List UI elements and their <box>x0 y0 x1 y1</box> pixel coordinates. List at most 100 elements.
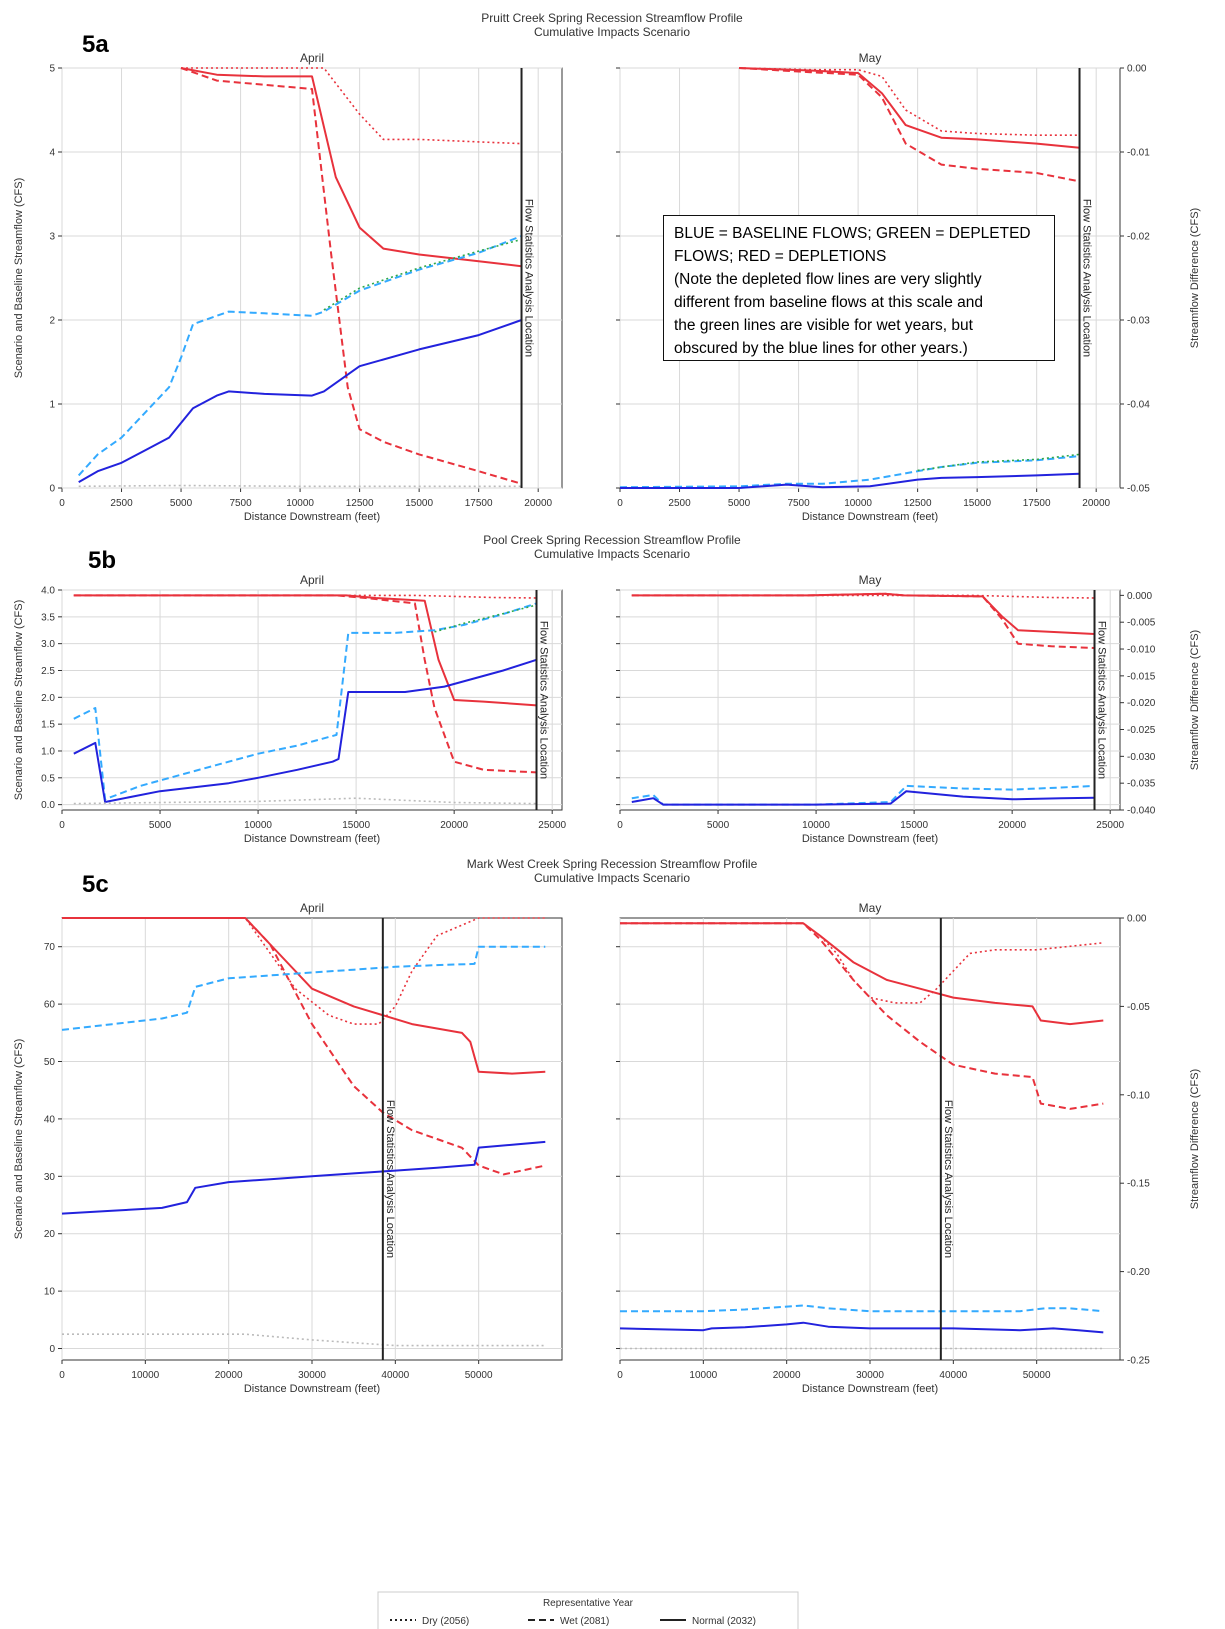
series-line <box>73 797 537 805</box>
x-tick-label: 10000 <box>131 1370 159 1381</box>
x-tick-label: 0 <box>617 820 623 831</box>
x-tick-label: 40000 <box>939 1370 967 1381</box>
y-tick-label: 3 <box>49 232 55 243</box>
legend-box <box>377 1591 799 1629</box>
x-tick-label: 30000 <box>298 1370 326 1381</box>
panel-month-title: May <box>859 51 882 65</box>
series-line <box>631 592 1095 649</box>
series-line <box>738 67 1080 149</box>
x-tick-label: 10000 <box>689 1370 717 1381</box>
x-tick-label: 15000 <box>405 498 433 509</box>
figure-subtitle: Cumulative Impacts Scenario <box>534 871 690 885</box>
y-axis-label-right: Streamflow Difference (CFS) <box>1189 208 1201 348</box>
y-tick-label: 2 <box>49 316 55 327</box>
series-line <box>181 67 522 145</box>
x-tick-label: 10000 <box>244 820 272 831</box>
x-tick-label: 50000 <box>465 1370 493 1381</box>
x-tick-label: 7500 <box>787 498 810 509</box>
y-axis-label-left: Scenario and Baseline Streamflow (CFS) <box>13 1039 25 1240</box>
y-axis-label-left: Scenario and Baseline Streamflow (CFS) <box>13 600 25 801</box>
series-line <box>620 1304 1104 1313</box>
analysis-location-label: Flow Statistics Analysis Location <box>538 621 550 779</box>
figure-subtitle: Cumulative Impacts Scenario <box>534 25 690 39</box>
y-tick-label: 0 <box>49 1344 55 1355</box>
y-tick-label-right: -0.01 <box>1127 148 1150 159</box>
x-tick-label: 50000 <box>1023 1370 1051 1381</box>
y-tick-label: 50 <box>44 1057 56 1068</box>
y-axis-label-left: Scenario and Baseline Streamflow (CFS) <box>13 178 25 379</box>
figure-tag: 5b <box>88 547 116 574</box>
figure-subtitle: Cumulative Impacts Scenario <box>534 547 690 561</box>
y-tick-label: 0 <box>49 484 55 495</box>
x-tick-label: 30000 <box>856 1370 884 1381</box>
note-line-1: BLUE = BASELINE FLOWS; GREEN = DEPLETED <box>674 225 1031 242</box>
y-tick-label-right: -0.05 <box>1127 1002 1150 1013</box>
y-tick-label-right: -0.020 <box>1127 698 1156 709</box>
x-tick-label: 5000 <box>728 498 751 509</box>
analysis-location-label: Flow Statistics Analysis Location <box>384 1100 396 1258</box>
y-tick-label: 4 <box>49 148 55 159</box>
y-tick-label: 40 <box>44 1114 56 1125</box>
y-tick-label-right: -0.015 <box>1127 671 1156 682</box>
y-tick-label: 30 <box>44 1172 56 1183</box>
y-tick-label-right: 0.00 <box>1127 914 1147 925</box>
panel-month-title: April <box>300 901 324 915</box>
series-line <box>62 1333 546 1347</box>
series-line <box>631 790 1095 806</box>
x-tick-label: 10000 <box>286 498 314 509</box>
x-tick-label: 5000 <box>149 820 172 831</box>
x-tick-label: 0 <box>59 820 65 831</box>
x-tick-label: 10000 <box>844 498 872 509</box>
color-key-note: BLUE = BASELINE FLOWS; GREEN = DEPLETED … <box>663 215 1055 361</box>
series-line <box>619 1321 1104 1334</box>
series-line <box>619 455 1080 489</box>
plot-frame <box>61 589 563 811</box>
series-line <box>73 594 537 599</box>
y-tick-label-right: -0.010 <box>1127 645 1156 656</box>
y-tick-label: 1.0 <box>41 746 55 757</box>
x-tick-label: 25000 <box>538 820 566 831</box>
panel-month-title: April <box>300 573 324 587</box>
series-line <box>61 1140 546 1215</box>
y-tick-label: 1.5 <box>41 720 55 731</box>
note-line-3: (Note the depleted flow lines are very s… <box>674 271 982 288</box>
y-tick-label: 5 <box>49 64 55 75</box>
series-line <box>631 784 1095 806</box>
series-line <box>620 472 1080 489</box>
legend-entry-label: Dry (2056) <box>422 1616 469 1627</box>
series-line <box>180 67 522 485</box>
analysis-location-label: Flow Statistics Analysis Location <box>523 199 535 357</box>
x-tick-label: 12500 <box>904 498 932 509</box>
series-line <box>62 917 546 1176</box>
y-tick-label-right: -0.02 <box>1127 232 1150 243</box>
x-tick-label: 5000 <box>707 820 730 831</box>
x-tick-label: 20000 <box>440 820 468 831</box>
x-tick-label: 0 <box>617 498 623 509</box>
y-tick-label-right: -0.035 <box>1127 779 1156 790</box>
figure-title: Mark West Creek Spring Recession Streamf… <box>467 857 758 871</box>
y-tick-label: 2.5 <box>41 666 55 677</box>
x-tick-label: 2500 <box>110 498 133 509</box>
y-tick-label-right: 0.000 <box>1127 591 1152 602</box>
x-tick-label: 17500 <box>465 498 493 509</box>
series-line <box>620 922 1104 1110</box>
x-tick-label: 25000 <box>1096 820 1124 831</box>
series-line <box>78 319 522 483</box>
y-tick-label-right: -0.25 <box>1127 1356 1150 1367</box>
x-tick-label: 20000 <box>773 1370 801 1381</box>
figure-tag: 5c <box>82 871 109 898</box>
y-tick-label-right: -0.05 <box>1127 484 1150 495</box>
note-line-2: FLOWS; RED = DEPLETIONS <box>674 248 887 265</box>
x-tick-label: 0 <box>617 1370 623 1381</box>
figure-title: Pruitt Creek Spring Recession Streamflow… <box>481 11 743 25</box>
y-tick-label: 3.5 <box>41 612 55 623</box>
x-tick-label: 20000 <box>1082 498 1110 509</box>
y-tick-label: 20 <box>44 1229 56 1240</box>
y-tick-label: 0.5 <box>41 773 55 784</box>
x-tick-label: 2500 <box>668 498 691 509</box>
analysis-location-label: Flow Statistics Analysis Location <box>1096 621 1108 779</box>
y-tick-label-right: -0.04 <box>1127 400 1150 411</box>
figure-title: Pool Creek Spring Recession Streamflow P… <box>483 533 741 547</box>
series-line <box>620 922 1104 1026</box>
